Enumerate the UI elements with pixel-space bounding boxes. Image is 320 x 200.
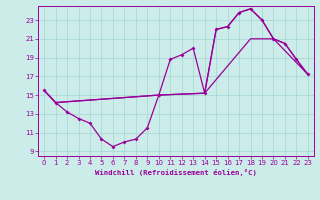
- X-axis label: Windchill (Refroidissement éolien,°C): Windchill (Refroidissement éolien,°C): [95, 169, 257, 176]
